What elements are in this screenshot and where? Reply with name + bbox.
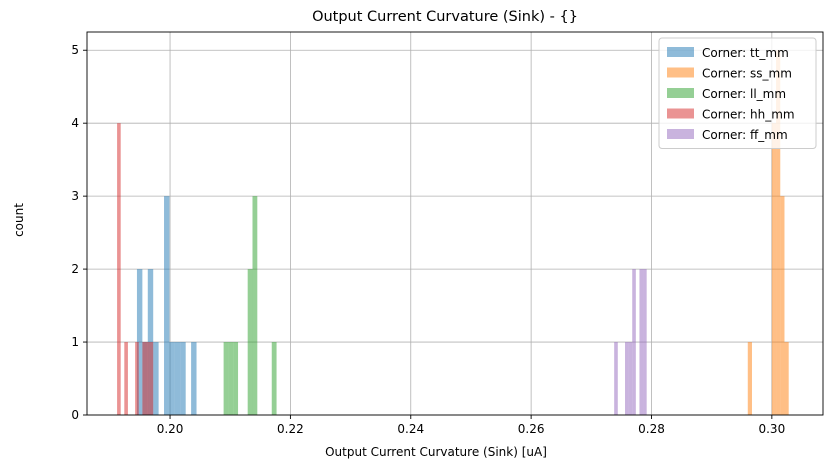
- histogram-bar: [228, 342, 234, 415]
- legend-label: Corner: ff_mm: [702, 128, 788, 142]
- x-tick-label: 0.30: [758, 422, 785, 436]
- legend-label: Corner: tt_mm: [702, 46, 789, 60]
- series-corner-ff-mm: [614, 269, 647, 415]
- histogram-bar: [145, 342, 150, 415]
- y-tick-label: 5: [71, 43, 79, 57]
- legend-swatch: [667, 108, 694, 119]
- histogram-bar: [191, 342, 197, 415]
- histogram-bar: [124, 342, 128, 415]
- histogram-bar: [233, 342, 239, 415]
- histogram-bar: [153, 342, 159, 415]
- x-axis-label: Output Current Curvature (Sink) [uA]: [325, 445, 547, 459]
- histogram-bar: [625, 342, 629, 415]
- histogram-bar: [135, 342, 139, 415]
- legend-swatch: [667, 67, 694, 78]
- series-corner-ll-mm: [223, 196, 277, 415]
- histogram-bar: [632, 269, 636, 415]
- y-tick-label: 2: [71, 262, 79, 276]
- histogram-bar: [628, 342, 633, 415]
- legend-label: Corner: ll_mm: [702, 87, 786, 101]
- y-tick-label: 4: [71, 116, 79, 130]
- legend-swatch: [667, 88, 694, 98]
- histogram-bar: [747, 342, 752, 415]
- histogram-bar: [117, 123, 121, 415]
- histogram-bar: [247, 269, 253, 415]
- histogram-bar: [614, 342, 618, 415]
- series-corner-ss-mm: [747, 50, 789, 415]
- x-tick-label: 0.22: [277, 422, 304, 436]
- ticks: 0.20 0.22 0.24 0.26 0.28 0.30 0 1 2 3 4 5: [71, 43, 785, 436]
- bars: [117, 50, 789, 415]
- x-tick-label: 0.20: [157, 422, 184, 436]
- legend-label: Corner: hh_mm: [702, 108, 795, 122]
- histogram-bar: [776, 50, 781, 415]
- histogram-bar: [771, 123, 777, 415]
- histogram-bar: [174, 342, 181, 415]
- histogram-bar: [169, 342, 175, 415]
- histogram-bar: [136, 269, 143, 415]
- y-tick-label: 0: [71, 408, 79, 422]
- legend-swatch: [667, 129, 694, 139]
- histogram-bar: [180, 342, 186, 415]
- legend-box: [658, 37, 817, 149]
- legend-swatch: [667, 47, 694, 57]
- chart-title: Output Current Curvature (Sink) - {}: [312, 9, 578, 25]
- y-tick-label: 3: [71, 189, 79, 203]
- x-tick-label: 0.24: [397, 422, 424, 436]
- legend-label: Corner: ss_mm: [702, 67, 792, 81]
- histogram-bar: [223, 342, 229, 415]
- series-corner-hh-mm: [117, 123, 154, 415]
- histogram-bar: [252, 196, 258, 415]
- histogram-bar: [784, 342, 789, 415]
- axes: [86, 31, 824, 416]
- histogram-bar: [643, 269, 647, 415]
- legend: Corner: tt_mm Corner: ss_mm Corner: ll_mm C…: [658, 37, 817, 149]
- x-tick-label: 0.28: [638, 422, 665, 436]
- x-tick-label: 0.26: [518, 422, 545, 436]
- histogram-bar: [271, 342, 277, 415]
- histogram-bar: [164, 196, 170, 415]
- histogram-bar: [639, 269, 644, 415]
- y-tick-label: 1: [71, 335, 79, 349]
- y-axis-label: count: [12, 203, 26, 237]
- histogram-bar: [149, 342, 154, 415]
- histogram-bar: [142, 342, 146, 415]
- histogram-bar: [780, 196, 785, 415]
- axes-frame: [86, 31, 824, 416]
